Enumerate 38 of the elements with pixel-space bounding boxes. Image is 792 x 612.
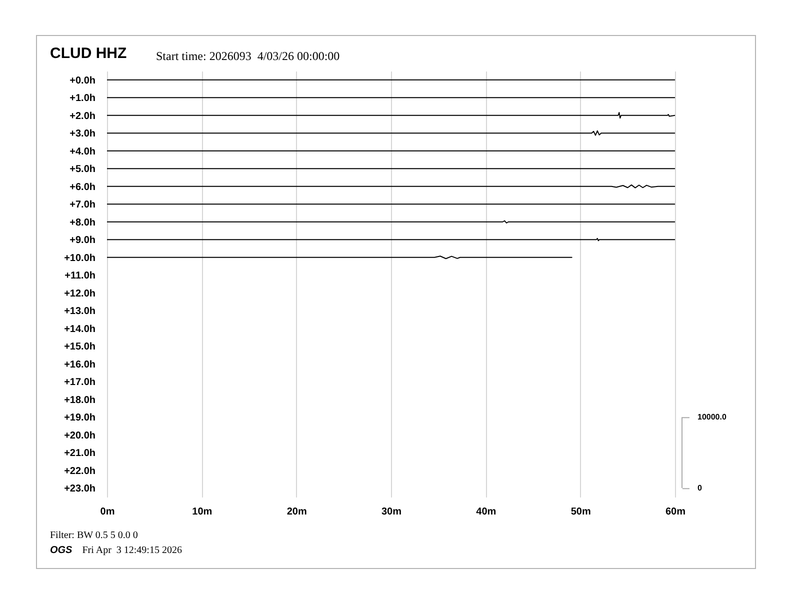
y-tick-label: +10.0h: [64, 252, 96, 264]
y-tick-label: +6.0h: [70, 182, 96, 193]
y-tick-label: +7.0h: [70, 200, 96, 211]
y-tick-label: +16.0h: [64, 359, 96, 370]
x-tick-label: 20m: [286, 506, 307, 518]
y-tick-label: +20.0h: [64, 430, 96, 442]
chart-subtitle: Start time: 2026093 4/03/26 00:00:00: [156, 49, 340, 64]
y-tick-label: +23.0h: [64, 484, 96, 495]
y-tick-label: +0.0h: [70, 75, 96, 86]
x-tick-label: 10m: [192, 506, 212, 518]
y-tick-label: +13.0h: [64, 306, 96, 318]
chart-title: CLUD HHZ: [50, 45, 127, 62]
text: Filter: BW 0.5 5 0.0 0: [50, 530, 138, 541]
y2-tick-label: 0: [698, 484, 702, 493]
y-tick-label: +3.0h: [70, 128, 96, 140]
x-tick-label: 0m: [100, 506, 115, 518]
x-tick-label: 60m: [665, 506, 686, 518]
y-tick-label: +9.0h: [70, 235, 96, 246]
x-tick-label: 50m: [570, 506, 591, 518]
y-tick-label: +14.0h: [64, 324, 96, 335]
y2-tick-label: 10000.0: [698, 412, 727, 422]
y-tick-label: +8.0h: [70, 217, 96, 228]
y-tick-label: +19.0h: [64, 412, 96, 424]
text: Fri Apr 3 12:49:15 2026: [82, 545, 182, 556]
y-tick-label: +5.0h: [70, 164, 96, 176]
x-tick-label: 40m: [476, 506, 496, 518]
y-tick-label: +12.0h: [64, 288, 96, 300]
y-tick-label: +1.0h: [70, 93, 96, 104]
y-tick-label: +15.0h: [64, 342, 96, 353]
y-tick-label: +21.0h: [64, 448, 96, 460]
y-tick-label: +2.0h: [70, 110, 96, 122]
y-tick-label: +11.0h: [64, 270, 96, 282]
y-tick-label: +4.0h: [70, 146, 96, 158]
y-tick-label: +17.0h: [64, 377, 96, 388]
text: OGS: [50, 545, 72, 556]
y-tick-label: +22.0h: [64, 466, 96, 477]
y-tick-label: +18.0h: [64, 394, 96, 406]
x-tick-label: 30m: [381, 506, 402, 518]
